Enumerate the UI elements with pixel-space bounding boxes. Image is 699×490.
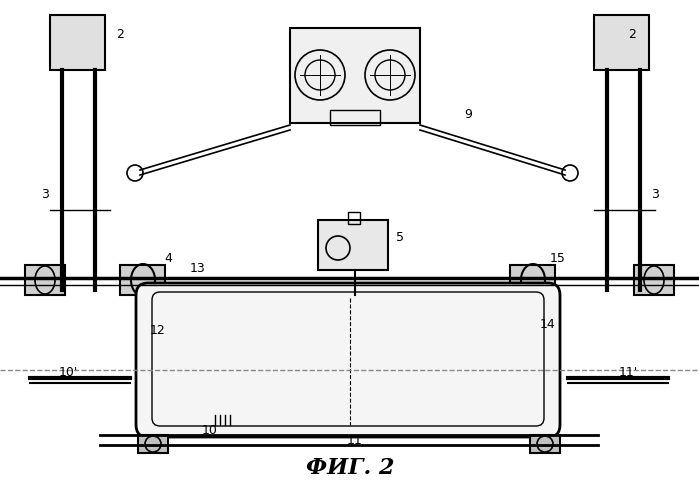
Text: 9: 9 bbox=[464, 108, 472, 122]
Bar bbox=[50, 15, 105, 70]
Bar bbox=[510, 265, 555, 295]
Bar bbox=[330, 110, 380, 125]
Text: ФИГ. 2: ФИГ. 2 bbox=[305, 457, 394, 479]
Text: 13: 13 bbox=[190, 262, 206, 274]
Text: 12: 12 bbox=[150, 323, 166, 337]
Text: 10: 10 bbox=[202, 423, 218, 437]
Text: 5: 5 bbox=[396, 231, 404, 245]
Bar bbox=[348, 212, 360, 224]
Text: 14: 14 bbox=[540, 318, 556, 332]
Bar bbox=[594, 15, 649, 70]
Bar bbox=[138, 435, 168, 453]
Bar bbox=[318, 220, 388, 270]
Text: 3: 3 bbox=[651, 189, 659, 201]
Text: 11: 11 bbox=[347, 434, 363, 446]
Text: 2: 2 bbox=[116, 28, 124, 42]
Text: 2: 2 bbox=[628, 28, 636, 42]
FancyBboxPatch shape bbox=[136, 283, 560, 437]
Bar bbox=[634, 265, 674, 295]
Text: 10': 10' bbox=[58, 366, 78, 378]
Bar bbox=[120, 265, 165, 295]
Bar bbox=[530, 435, 560, 453]
Text: 3: 3 bbox=[41, 189, 49, 201]
Text: 15: 15 bbox=[550, 251, 566, 265]
Bar bbox=[25, 265, 65, 295]
Text: 11': 11' bbox=[619, 366, 637, 378]
Text: 4: 4 bbox=[164, 251, 172, 265]
Bar bbox=[290, 28, 420, 123]
